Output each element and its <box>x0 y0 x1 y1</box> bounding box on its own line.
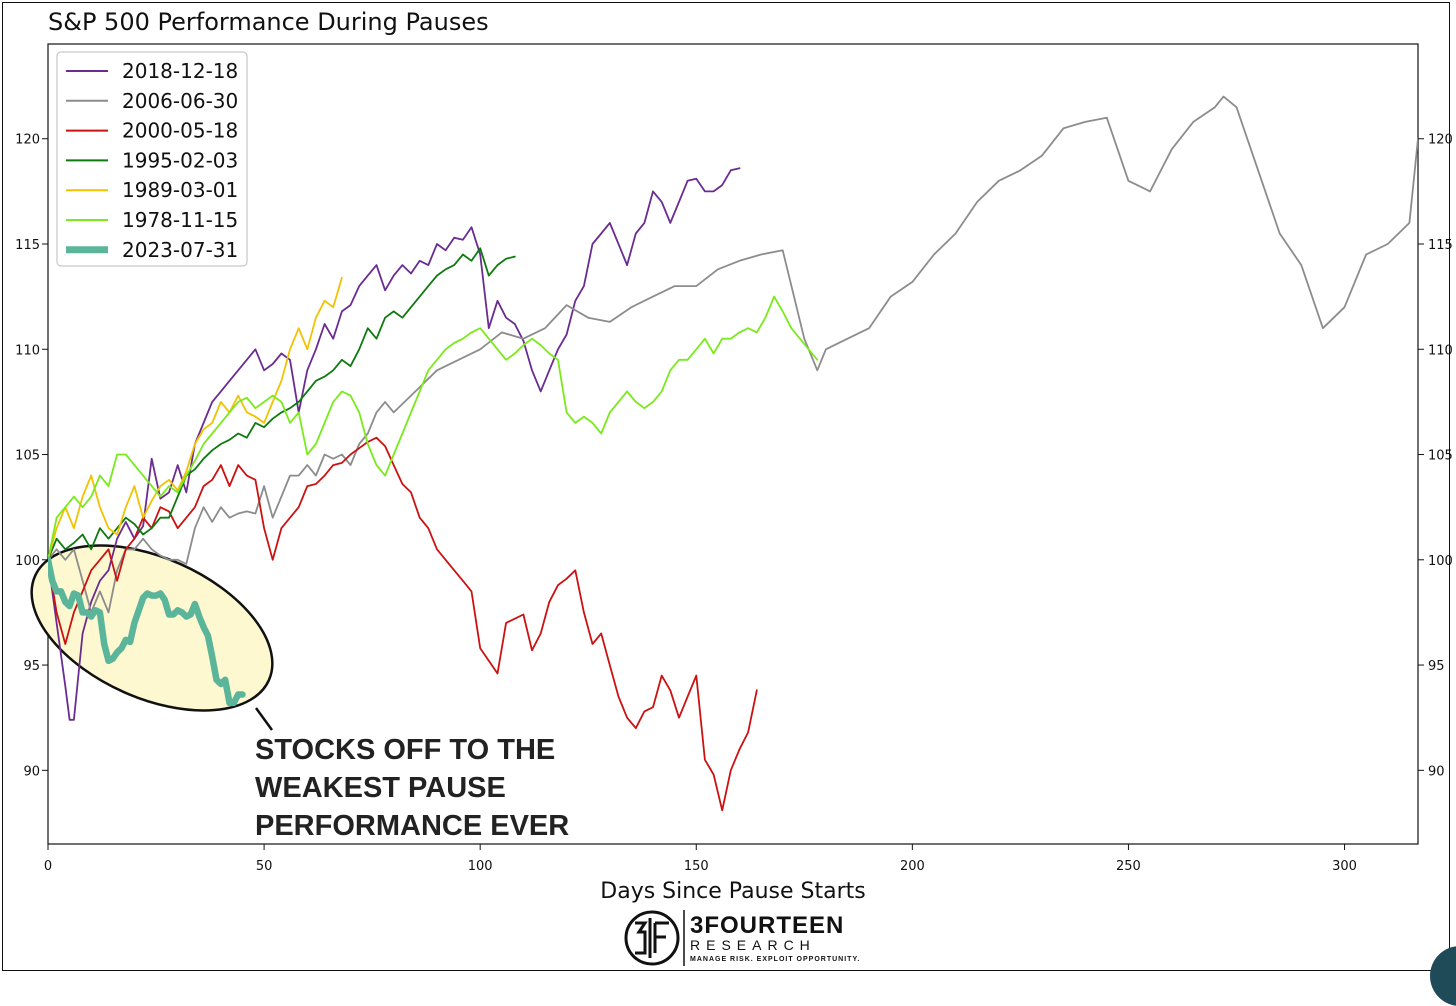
y-tick-label-left-1: 95 <box>23 659 40 674</box>
logo-mark-icon <box>624 910 680 966</box>
legend-label-2: 2000-05-18 <box>122 119 238 143</box>
annotation-line-2: PERFORMANCE EVER <box>255 810 569 842</box>
series-line-0 <box>48 167 741 721</box>
x-tick-label-4: 200 <box>900 859 925 874</box>
series-line-5 <box>48 295 819 561</box>
annotation-text: STOCKS OFF TO THE WEAKEST PAUSE PERFORMANC… <box>255 734 569 842</box>
annotation-line-0: STOCKS OFF TO THE <box>255 734 555 766</box>
y-tick-label-left-6: 120 <box>15 133 40 148</box>
logo-glyph-icon <box>635 918 669 958</box>
logo-name: 3FOURTEEN <box>690 912 844 939</box>
legend-label-3: 1995-02-03 <box>122 148 238 172</box>
series-layer <box>48 95 1418 812</box>
x-tick-label-1: 50 <box>256 859 273 874</box>
legend-label-4: 1989-03-01 <box>122 178 238 202</box>
series-line-4 <box>48 276 343 561</box>
series-line-1 <box>48 95 1418 614</box>
logo-subtitle: RESEARCH <box>690 937 816 953</box>
annotation-pointer <box>254 707 274 731</box>
legend: 2018-12-18 2006-06-30 2000-05-18 1995-02-03… <box>56 51 248 267</box>
y-tick-label-right-4: 110 <box>1428 343 1453 358</box>
legend-label-5: 1978-11-15 <box>122 208 238 232</box>
y-tick-label-left-2: 100 <box>15 554 40 569</box>
x-tick-label-2: 100 <box>468 859 493 874</box>
plot-area <box>47 43 1419 845</box>
y-tick-label-right-1: 95 <box>1428 659 1445 674</box>
y-tick-label-left-0: 90 <box>23 764 40 779</box>
y-tick-label-left-4: 110 <box>15 343 40 358</box>
series-line-2 <box>48 436 758 812</box>
chart-title: S&P 500 Performance During Pauses <box>48 8 489 36</box>
series-line-3 <box>48 247 516 561</box>
y-tick-label-left-3: 105 <box>15 449 40 464</box>
x-tick-label-0: 0 <box>44 859 52 874</box>
chart-canvas: 0 50 100 150 200 250 300 90 90 95 95 100 100 105 105 11… <box>15 43 1453 966</box>
legend-box <box>56 51 248 267</box>
logo-tagline: MANAGE RISK. EXPLOIT OPPORTUNITY. <box>690 956 860 963</box>
legend-label-0: 2018-12-18 <box>122 59 238 83</box>
y-tick-label-right-6: 120 <box>1428 133 1453 148</box>
y-tick-label-right-2: 100 <box>1428 554 1453 569</box>
x-tick-label-5: 250 <box>1116 859 1141 874</box>
legend-label-6: 2023-07-31 <box>122 238 238 262</box>
y-tick-label-right-0: 90 <box>1428 764 1445 779</box>
legend-label-1: 2006-06-30 <box>122 89 238 113</box>
y-tick-label-left-5: 115 <box>15 238 40 253</box>
chart-frame <box>2 2 1450 971</box>
x-tick-label-3: 150 <box>684 859 709 874</box>
annotation-line-1: WEAKEST PAUSE <box>255 772 506 804</box>
x-tick-label-6: 300 <box>1332 859 1357 874</box>
y-tick-label-right-5: 115 <box>1428 238 1453 253</box>
x-axis-label: Days Since Pause Starts <box>600 879 865 904</box>
axis-ticks: 0 50 100 150 200 250 300 90 90 95 95 100 100 105 105 11… <box>15 133 1453 874</box>
logo: 3FOURTEEN RESEARCH MANAGE RISK. EXPLOIT … <box>624 910 860 966</box>
y-tick-label-right-3: 105 <box>1428 449 1453 464</box>
series-line-6 <box>48 556 246 707</box>
